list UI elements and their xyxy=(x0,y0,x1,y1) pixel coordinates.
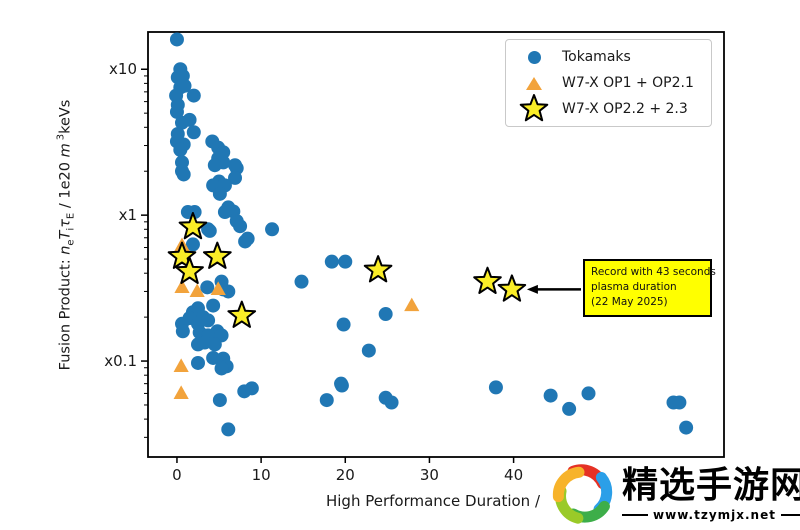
series-circle xyxy=(169,32,694,437)
watermark: 精选手游网 www.tzymjx.net xyxy=(548,458,800,530)
y-label-prefix: Fusion Product: xyxy=(57,254,74,371)
watermark-url: www.tzymjx.net xyxy=(653,507,776,522)
svg-text:20: 20 xyxy=(336,466,355,484)
svg-text:10: 10 xyxy=(252,466,271,484)
record-annotation: Record with 43 seconds plasma duration (… xyxy=(583,259,716,317)
legend-label: W7-X OP1 + OP2.1 xyxy=(562,75,694,91)
watermark-site-name: 精选手游网 xyxy=(622,465,800,507)
tokamaks-circle-icon xyxy=(506,50,562,64)
svg-text:x1: x1 xyxy=(119,206,137,224)
svg-text:30: 30 xyxy=(420,466,439,484)
pinwheel-logo-icon xyxy=(552,464,613,524)
rule-left xyxy=(622,513,649,516)
series-star xyxy=(167,212,527,328)
annotation-line: (22 May 2025) xyxy=(591,296,668,309)
y-axis-label: Fusion Product: neTiτE / 1e20 m3keVs xyxy=(55,99,77,371)
annotation-arrow xyxy=(526,284,581,294)
legend-item-tokamaks: Tokamaks xyxy=(506,44,711,70)
x-axis-ticks: 0 10 20 30 40 xyxy=(172,457,523,484)
w7x-op1-triangle-icon xyxy=(506,76,562,90)
legend-item-w7x-op1: W7-X OP1 + OP2.1 xyxy=(506,70,711,96)
svg-text:x0.1: x0.1 xyxy=(104,352,137,370)
y-axis-ticks: x10 x1 x0.1 xyxy=(104,60,148,370)
svg-text:x10: x10 xyxy=(109,60,137,78)
svg-text:0: 0 xyxy=(172,466,182,484)
svg-text:40: 40 xyxy=(504,466,523,484)
y-axis-minor-ticks xyxy=(144,75,148,438)
w7x-op22-star-icon xyxy=(506,93,562,125)
rule-right xyxy=(780,513,800,516)
legend-label: W7-X OP2.2 + 2.3 xyxy=(562,101,688,117)
x-axis-label: High Performance Duration / xyxy=(325,492,541,510)
legend: Tokamaks W7-X OP1 + OP2.1 W7-X OP2.2 + 2… xyxy=(505,39,712,127)
legend-label: Tokamaks xyxy=(562,49,631,65)
annotation-line: plasma duration xyxy=(591,281,677,294)
plot-frame xyxy=(147,31,725,458)
legend-item-w7x-op22: W7-X OP2.2 + 2.3 xyxy=(506,93,711,125)
annotation-line: Record with 43 seconds xyxy=(591,266,716,278)
